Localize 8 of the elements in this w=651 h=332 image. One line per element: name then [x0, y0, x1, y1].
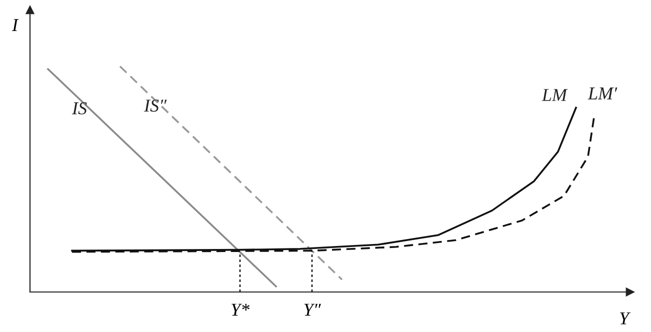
series-label: IS″: [144, 100, 167, 112]
y-axis-title: I: [12, 19, 19, 31]
x-tick-label: Y″: [304, 304, 321, 316]
series-label: LM′: [588, 88, 618, 100]
series-label: LM: [542, 89, 568, 101]
x-tick-label: Y*: [232, 304, 250, 316]
series-label: IS: [72, 102, 87, 114]
x-axis-title: Y: [620, 312, 631, 324]
